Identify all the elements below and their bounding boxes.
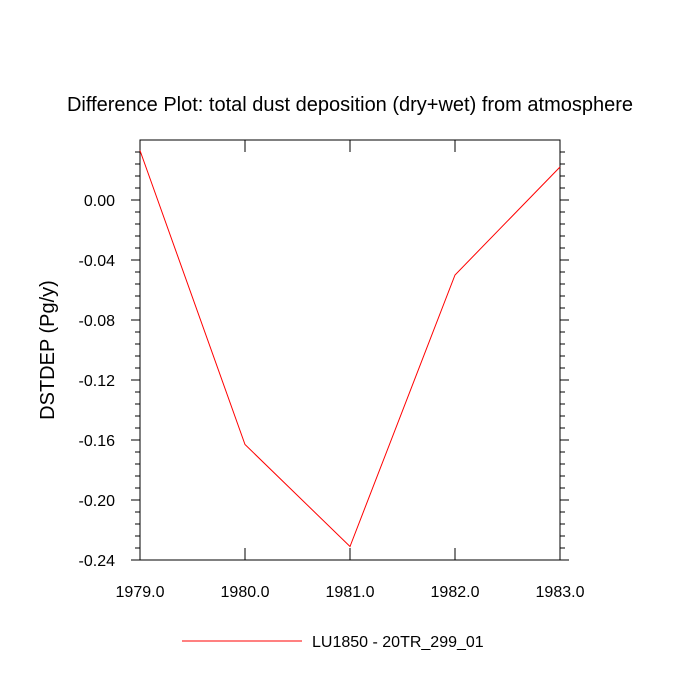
y-tick-label: -0.24 [79, 553, 116, 570]
plot-area: 1979.0 1980.0 1981.0 1982.0 1983.0 0.00 -0.04 -… [79, 139, 585, 601]
y-tick-label: -0.08 [79, 313, 116, 330]
legend: LU1850 - 20TR_299_01 [182, 634, 484, 651]
legend-label: LU1850 - 20TR_299_01 [312, 634, 484, 651]
chart-title: Difference Plot: total dust deposition (… [67, 94, 633, 116]
y-tick-label: -0.20 [79, 493, 116, 510]
x-tick-label: 1979.0 [116, 584, 165, 601]
x-tick-label: 1981.0 [326, 584, 375, 601]
y-axis-label: DSTDEP (Pg/y) [37, 280, 59, 420]
x-tick-label: 1980.0 [221, 584, 270, 601]
x-tick-label: 1982.0 [431, 584, 480, 601]
axis-ticks [131, 140, 569, 561]
y-tick-label: -0.04 [79, 253, 116, 270]
series-line [139, 150, 561, 548]
y-tick-label: -0.12 [79, 373, 116, 390]
x-tick-label: 1983.0 [536, 584, 585, 601]
y-tick-label: 0.00 [84, 193, 115, 210]
tick-labels: 1979.0 1980.0 1981.0 1982.0 1983.0 0.00 -0.04 -… [79, 193, 585, 601]
y-tick-label: -0.16 [79, 433, 116, 450]
plot-frame [139, 139, 561, 561]
series-group [139, 150, 561, 548]
